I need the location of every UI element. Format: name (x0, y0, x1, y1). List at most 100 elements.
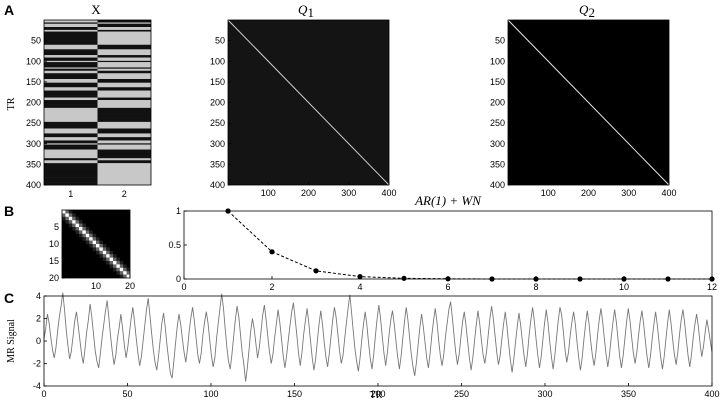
small-covariance-cell (89, 244, 93, 248)
small-covariance-cell (82, 237, 86, 241)
design-matrix-x-tick-label: 1 (68, 189, 73, 199)
autocorrelation-x-tick-label: 10 (619, 282, 629, 292)
design-column-1-block (44, 97, 98, 101)
design-column-1-block (44, 140, 98, 144)
autocorrelation-x-tick-label: 4 (357, 282, 362, 292)
small-covariance-cell (106, 247, 110, 251)
design-column-2-block (97, 55, 151, 58)
q2-y-tick-label: 250 (490, 118, 505, 128)
design-column-1-block (44, 128, 98, 133)
small-covariance-cell (89, 240, 93, 245)
small-covariance-cell (85, 237, 90, 241)
small-covariance-cell (68, 213, 73, 217)
design-column-1-block (44, 34, 98, 38)
small-covariance-cell (113, 254, 117, 258)
design-column-2-block (97, 133, 151, 135)
design-column-1-block (44, 172, 98, 175)
small-covariance-cell (119, 274, 124, 279)
design-column-2-block (97, 148, 151, 150)
small-covariance-cells (62, 210, 131, 279)
small-covariance-cell (75, 230, 80, 234)
mr-signal-y-tick-label: 0 (36, 336, 41, 346)
design-column-2-block (97, 137, 151, 141)
design-column-1-block (44, 44, 98, 50)
design-column-2-block (97, 140, 151, 144)
small-covariance-cell (65, 216, 69, 221)
autocorrelation-points (225, 208, 715, 282)
design-column-1-block (44, 149, 98, 154)
design-column-1-block (44, 134, 98, 138)
mr-signal-x-tick-label: 400 (704, 389, 719, 399)
design-column-2-block (97, 169, 151, 172)
mr-signal-y-tick-label: -2 (33, 359, 41, 369)
small-covariance-cell (109, 250, 114, 255)
small-covariance-cell (79, 223, 83, 228)
design-column-2-block (97, 177, 151, 180)
mr-signal-x-tick-label: 100 (203, 389, 218, 399)
autocorrelation-y-tick-label: 1 (176, 206, 181, 216)
design-column-2-block (97, 95, 151, 98)
design-column-1-block (44, 156, 98, 159)
design-column-1-block (44, 131, 98, 134)
small-covariance-cell (92, 244, 97, 248)
design-column-1-block (44, 167, 98, 171)
q2-y-tick-label: 50 (495, 36, 505, 46)
small-covariance-cell (102, 254, 107, 258)
small-covariance-cell (82, 223, 86, 228)
design-column-1-block (44, 23, 98, 27)
small-covariance-cell (102, 244, 107, 248)
q1-diagonal (227, 19, 390, 186)
design-column-2-block (97, 43, 151, 46)
design-column-1-block (44, 173, 98, 178)
small-covariance-cell (106, 257, 110, 262)
mr-signal-x-tick-label: 350 (621, 389, 636, 399)
small-covariance-cell (119, 271, 124, 275)
q2-y-tick-label: 100 (490, 56, 505, 66)
small-covariance-x-tick-label: 10 (91, 281, 101, 291)
small-covariance-cell (119, 261, 124, 265)
design-column-2-block (97, 134, 151, 138)
design-column-2-block (97, 22, 151, 25)
q1-x-tick-label: 100 (261, 188, 276, 198)
small-covariance-cell (106, 261, 110, 265)
small-covariance-cell (116, 257, 120, 262)
small-covariance-cell (62, 213, 66, 217)
design-column-2-block (97, 62, 151, 65)
design-column-2-block (97, 23, 151, 27)
small-covariance-cell (102, 257, 107, 262)
small-covariance-cell (75, 223, 80, 228)
q2-y-tick-label: 300 (490, 139, 505, 149)
design-column-2-block (97, 113, 151, 119)
autocorrelation-point (577, 276, 583, 282)
design-column-2-block (97, 49, 151, 51)
mr-signal-xlabel: TR (370, 390, 383, 401)
q2-y-ticks: 50 100 150 200 250 300 350 400 (490, 36, 511, 190)
autocorrelation-point (313, 268, 319, 274)
design-column-2-block (97, 67, 151, 69)
design-column-1-block (44, 124, 98, 128)
design-column-2-block (97, 143, 151, 145)
small-covariance-cell (72, 216, 76, 221)
design-column-2-block (97, 34, 151, 38)
design-column-2-block (97, 40, 151, 44)
q2-title-main: Q (579, 2, 589, 17)
autocorrelation-point (357, 274, 363, 280)
design-column-2-block (97, 126, 151, 129)
mr-signal-x-tick-label: 300 (537, 389, 552, 399)
mr-signal-x-tick-label: 50 (122, 389, 132, 399)
autocorrelation-x-tick-label: 8 (533, 282, 538, 292)
small-covariance-y-ticks: 5 10 15 20 (49, 222, 65, 283)
design-column-1-block (44, 107, 98, 110)
design-column-1-block (44, 68, 98, 72)
design-column-1-block (44, 182, 98, 185)
design-column-2-block (97, 124, 151, 128)
small-covariance-cell (62, 210, 66, 214)
design-column-2-block (97, 173, 151, 178)
small-covariance-cell (109, 261, 114, 265)
design-column-1-block (44, 113, 98, 119)
small-covariance-cell (92, 233, 97, 238)
design-column-1-block (44, 159, 98, 161)
mr-signal-y-tick-label: -4 (33, 381, 41, 391)
q1-y-tick-label: 50 (215, 36, 225, 46)
